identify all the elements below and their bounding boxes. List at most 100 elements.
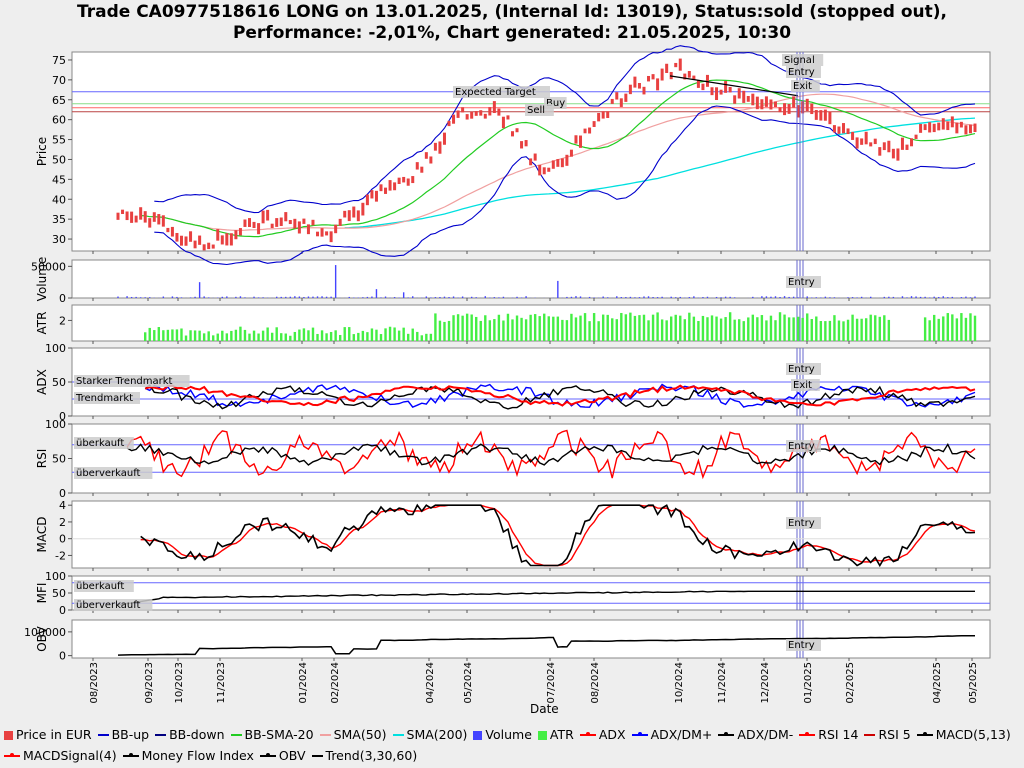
price-candle (510, 131, 514, 137)
x-tick-label: 04/2024 (425, 662, 436, 704)
atr-bar (629, 312, 632, 341)
price-candle (914, 134, 918, 139)
volume-bar (149, 297, 151, 298)
annotation-trendmarkt-bg (74, 392, 140, 404)
price-candle (692, 75, 696, 80)
price-candle (928, 122, 932, 133)
legend-swatch (155, 734, 167, 736)
atr-bar (760, 315, 764, 341)
atr-bar (860, 318, 863, 341)
annotation-entry-adx-bg (786, 363, 821, 375)
atr-bar (329, 331, 333, 341)
y-tick-label-price: 55 (52, 134, 66, 147)
annotation-ueberverkauft-rsi: überverkauft (76, 468, 141, 479)
adx-dmminus-line (144, 384, 976, 410)
atr-bar (212, 335, 215, 341)
volume-bar (470, 296, 473, 298)
volume-bar (135, 296, 137, 298)
price-candle (470, 111, 474, 119)
volume-bar (847, 297, 849, 298)
atr-bar (325, 333, 328, 341)
annotation-buy: Buy (546, 98, 565, 109)
volume-bar (180, 297, 183, 298)
volume-bar (294, 296, 296, 298)
volume-bar (815, 297, 817, 298)
price-candle (873, 138, 877, 145)
price-candle (715, 87, 719, 101)
x-tick-label: 05/2024 (463, 662, 474, 704)
price-candle (905, 144, 909, 150)
price-candle (302, 218, 306, 224)
y-axis-label-volume: Volume (35, 257, 49, 302)
bb-up-line (154, 45, 976, 214)
price-candle (842, 123, 846, 134)
atr-bar (601, 314, 605, 341)
price-candle (760, 99, 764, 110)
annotation-ueberkauft-mfi-bg (74, 580, 134, 592)
atr-bar (366, 332, 369, 341)
price-candle (406, 178, 410, 186)
volume-bar (221, 296, 223, 298)
volume-bar (126, 296, 128, 298)
panel-volume (71, 259, 991, 299)
y-tick-label-volume: 50000 (31, 260, 66, 273)
volume-bar (729, 296, 731, 298)
atr-bar (937, 318, 940, 341)
y-tick-label-macd: 2 (59, 516, 66, 529)
legend-item: OBV (259, 745, 306, 766)
panel-macd (71, 500, 991, 569)
price-candle (919, 123, 923, 133)
atr-bar (556, 316, 560, 341)
annotation-sell: Sell (527, 105, 545, 116)
atr-bar (855, 318, 859, 341)
legend-item: Money Flow Index (122, 745, 254, 766)
price-candle (959, 121, 963, 128)
volume-bar (656, 297, 659, 298)
volume-bar (276, 296, 278, 298)
annotation-ueberkauft-rsi: überkauft (76, 438, 124, 449)
price-candle (238, 228, 242, 236)
volume-bar (280, 296, 282, 298)
legend-swatch (122, 753, 139, 757)
price-candle (257, 223, 261, 235)
price-candle (642, 86, 646, 95)
atr-bar (311, 327, 315, 341)
rsi14-line (126, 442, 976, 466)
price-candle (157, 214, 161, 225)
volume-bar (353, 297, 355, 298)
annotation-trendmarkt: Trendmarkt (75, 393, 133, 404)
volume-bar (117, 296, 119, 298)
annotation-entry-rsi-bg (786, 440, 821, 452)
atr-bar (334, 330, 337, 341)
volume-bar (557, 280, 559, 298)
volume-bar (910, 296, 913, 298)
atr-bar (397, 330, 401, 341)
atr-bar (275, 327, 278, 341)
price-candle (461, 107, 465, 113)
volume-bar (312, 296, 314, 298)
volume-bar (285, 296, 287, 298)
volume-bar (412, 296, 414, 298)
atr-bar (874, 315, 877, 341)
atr-bar (815, 316, 818, 341)
atr-bar (787, 317, 791, 341)
volume-bar (162, 296, 165, 298)
price-candle (179, 235, 183, 246)
annotation-sell-bg (525, 104, 554, 116)
volume-bar (484, 296, 486, 298)
volume-bar (407, 297, 409, 298)
price-candle (252, 221, 256, 228)
price-candle (769, 99, 773, 110)
x-tick-label: 02/2024 (330, 662, 341, 704)
chart-title-line2: Performance: -2,01%, Chart generated: 21… (232, 23, 792, 43)
volume-bar (171, 296, 174, 298)
annotation-ueberverkauft-mfi: überverkauft (76, 600, 141, 611)
atr-bar (837, 320, 841, 341)
volume-bar (289, 296, 292, 298)
atr-bar (697, 321, 700, 341)
atr-bar (792, 317, 795, 341)
legend-swatch (631, 732, 648, 736)
volume-bar (792, 296, 795, 298)
price-candle (325, 231, 329, 236)
price-candle (356, 210, 360, 222)
